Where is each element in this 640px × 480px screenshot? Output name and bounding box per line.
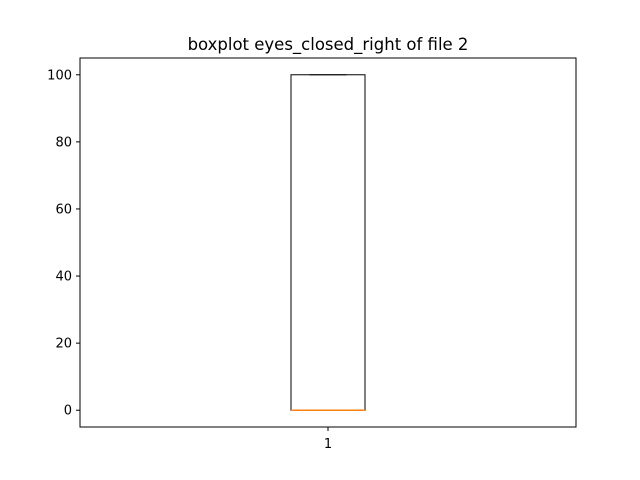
chart-title: boxplot eyes_closed_right of file 2: [188, 35, 469, 55]
boxplot-group: [290, 74, 366, 411]
plot-area-frame: [79, 57, 577, 428]
y-tick-label: 100: [47, 68, 72, 83]
x-axis: 1: [324, 427, 332, 452]
y-tick-label: 40: [55, 270, 72, 285]
y-tick-label: 80: [55, 135, 72, 150]
y-tick-label: 60: [55, 202, 72, 217]
y-tick-label: 0: [64, 404, 72, 419]
box-iqr: [290, 74, 366, 411]
y-tick-label: 20: [55, 337, 72, 352]
x-tick-label: 1: [324, 437, 332, 452]
y-axis: 0 20 40 60 80 100: [47, 68, 80, 419]
